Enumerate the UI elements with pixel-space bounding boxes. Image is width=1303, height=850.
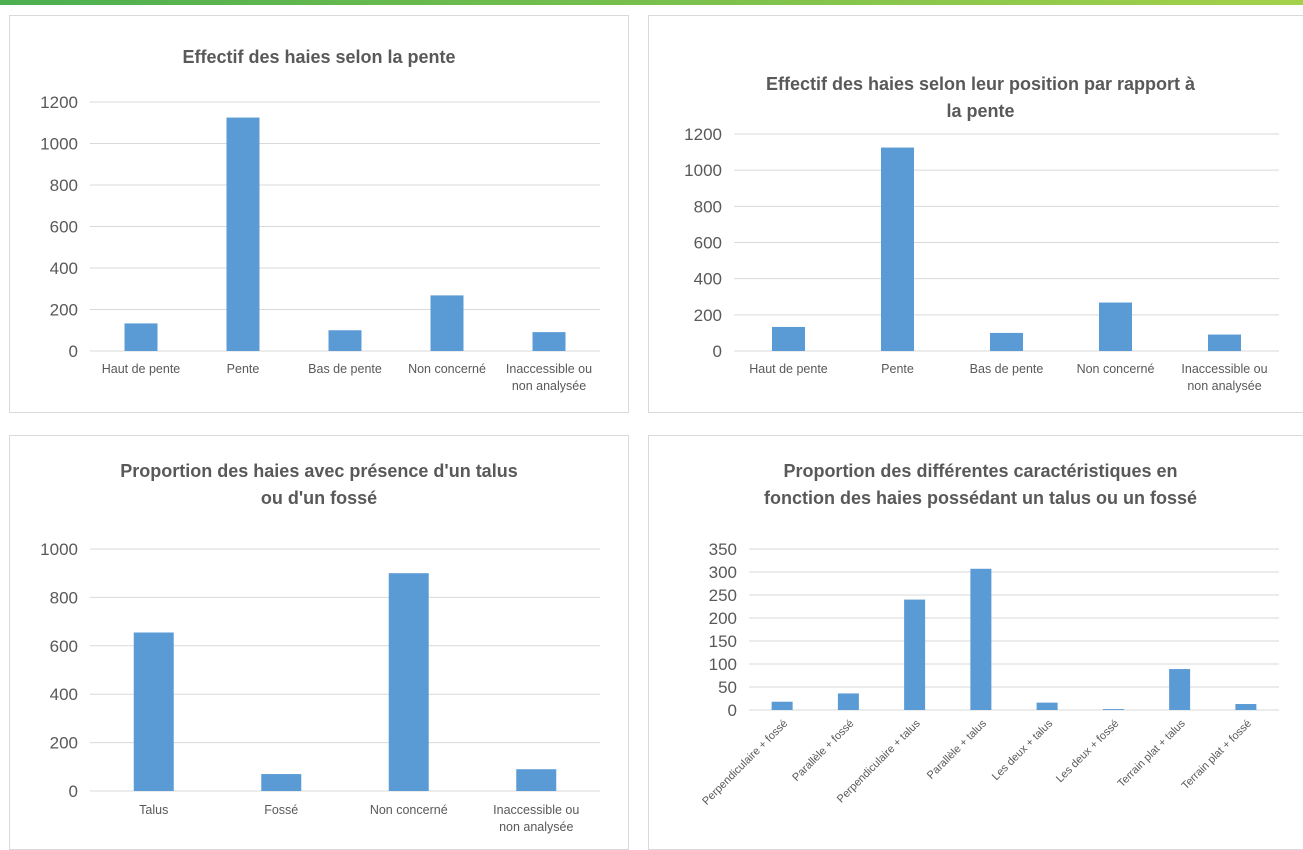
y-tick-label: 1200 (684, 125, 722, 144)
chart-title-line: Proportion des différentes caractéristiq… (783, 461, 1178, 481)
bar (1036, 702, 1058, 710)
y-tick-label: 1000 (40, 540, 78, 559)
y-tick-label: 1000 (40, 135, 78, 154)
chart-title: Effectif des haies selon leur position p… (649, 71, 1303, 125)
bar (261, 774, 302, 791)
y-tick-label: 400 (50, 259, 78, 278)
top-accent-bar (0, 0, 1303, 5)
chart-title-line: Effectif des haies selon la pente (182, 47, 456, 67)
y-tick-label: 600 (694, 234, 722, 253)
x-tick-label: Haut de pente (102, 362, 181, 376)
chart-title-line: la pente (946, 101, 1015, 121)
bar (881, 147, 914, 351)
x-tick-label: Les deux + fossé (1054, 718, 1122, 786)
bar (133, 632, 174, 791)
bar (1102, 709, 1124, 710)
y-tick-label: 200 (50, 734, 78, 753)
bar (532, 332, 566, 351)
chart-panel-talus-fosse-presence: Proportion des haies avec présence d'un … (9, 435, 629, 850)
y-tick-label: 800 (50, 176, 78, 195)
y-tick-label: 100 (709, 655, 737, 674)
y-tick-label: 200 (709, 609, 737, 628)
y-tick-label: 800 (694, 197, 722, 216)
y-tick-label: 400 (694, 270, 722, 289)
bar (1208, 334, 1241, 351)
chart-title: Proportion des différentes caractéristiq… (649, 458, 1303, 512)
x-tick-label: Terrain plat + talus (1115, 717, 1188, 790)
x-tick-label: Les deux + talus (990, 717, 1056, 783)
chart-title-line: fonction des haies possédant un talus ou… (763, 488, 1198, 508)
y-tick-label: 200 (694, 306, 722, 325)
x-tick-label: Pente (881, 362, 914, 376)
y-tick-label: 150 (709, 632, 737, 651)
bar (990, 332, 1023, 351)
bar (388, 573, 429, 791)
chart-title-line: Proportion des haies avec présence d'un … (120, 461, 518, 481)
bar (124, 323, 158, 351)
y-tick-label: 300 (709, 563, 737, 582)
y-tick-label: 200 (50, 301, 78, 320)
chart-title-line: ou d'un fossé (260, 488, 378, 508)
bar-chart-svg: 0 200 400 600 800 1000 1200 Haut de pente Pente B… (40, 93, 600, 393)
x-tick-label: Bas de pente (970, 362, 1044, 376)
bar (771, 701, 793, 710)
chart-title-line: Effectif des haies selon leur position p… (765, 74, 1196, 94)
bar (516, 769, 557, 791)
x-tick-label: Bas de pente (308, 362, 382, 376)
bar (226, 117, 260, 351)
y-tick-label: 250 (709, 586, 737, 605)
bar-chart-svg: 0 50 100 150 200 250 300 350 Perpendiculaire + f… (700, 540, 1279, 808)
bar (970, 568, 992, 710)
y-tick-label: 1200 (40, 93, 78, 112)
chart-panel-hedges-by-slope-position: Effectif des haies selon leur position p… (648, 15, 1303, 413)
chart-title: Proportion des haies avec présence d'un … (10, 458, 628, 512)
x-tick-label: Terrain plat + fossé (1180, 718, 1254, 792)
y-tick-label: 350 (709, 540, 737, 559)
y-tick-label: 600 (50, 218, 78, 237)
chart-panel-talus-fosse-characteristics: Proportion des différentes caractéristiq… (648, 435, 1303, 850)
x-tick-label: Non concerné (370, 803, 448, 817)
chart-title: Effectif des haies selon la pente (10, 44, 628, 71)
bar (1099, 302, 1132, 351)
y-tick-label: 0 (713, 342, 722, 361)
bar (1169, 669, 1191, 710)
bar (772, 326, 805, 351)
x-tick-label: Non concerné (408, 362, 486, 376)
y-tick-label: 50 (718, 678, 737, 697)
chart-panel-hedges-by-slope: Effectif des haies selon la pente 0 200 40… (9, 15, 629, 413)
x-tick-label: Parallèle + fossé (790, 718, 856, 784)
bar (430, 295, 464, 351)
bar (904, 599, 926, 710)
bar (837, 693, 859, 710)
bar (328, 330, 362, 351)
x-tick-label: Fossé (264, 803, 298, 817)
x-tick-label: Non concerné (1077, 362, 1155, 376)
bar-chart-svg: 0 200 400 600 800 1000 1200 Haut de pente Pente B… (684, 125, 1279, 393)
y-tick-label: 1000 (684, 161, 722, 180)
x-tick-label: Pente (227, 362, 260, 376)
x-tick-label: Parallèle + talus (925, 717, 989, 781)
y-tick-label: 400 (50, 685, 78, 704)
x-tick-label: Inaccessible ou non analysée (493, 803, 579, 834)
x-tick-label: Haut de pente (749, 362, 828, 376)
y-tick-label: 0 (728, 701, 737, 720)
y-tick-label: 800 (50, 588, 78, 607)
x-tick-label: Perpendiculaire + fossé (700, 718, 790, 808)
bar (1235, 704, 1257, 710)
x-tick-label: Inaccessible ou non analysée (506, 362, 592, 393)
y-tick-label: 600 (50, 637, 78, 656)
x-tick-label: Talus (139, 803, 168, 817)
x-tick-label: Inaccessible ou non analysée (1181, 362, 1267, 393)
y-tick-label: 0 (69, 782, 78, 801)
bar-chart-svg: 0 200 400 600 800 1000 Talus Fossé Non concerné I… (40, 540, 600, 834)
y-tick-label: 0 (69, 342, 78, 361)
